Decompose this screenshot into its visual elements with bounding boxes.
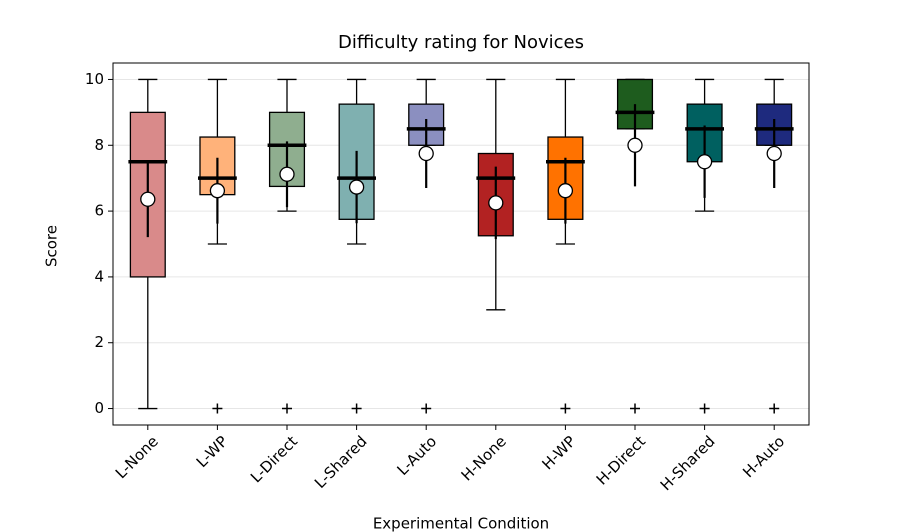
- flier: [421, 403, 432, 414]
- x-tick-label: H-Shared: [657, 432, 719, 494]
- flier: [699, 403, 710, 414]
- chart-title: Difficulty rating for Novices: [338, 32, 584, 53]
- flier: [769, 403, 780, 414]
- x-tick-label: L-Direct: [247, 432, 301, 486]
- mean-marker: [696, 154, 713, 170]
- x-tick-label: H-Direct: [593, 432, 649, 488]
- y-axis-label: Score: [43, 225, 61, 267]
- y-tick-label: 4: [94, 267, 104, 285]
- flier: [282, 403, 292, 414]
- y-tick-label: 0: [94, 399, 104, 417]
- x-tick-label: H-None: [458, 432, 510, 484]
- y-tick-label: 6: [94, 202, 104, 220]
- mean-marker: [418, 145, 434, 162]
- x-tick-label: L-None: [112, 432, 162, 482]
- y-tick-label: 10: [85, 70, 104, 88]
- mean-marker: [627, 137, 643, 153]
- flier: [560, 403, 571, 414]
- x-tick-label: L-Auto: [394, 432, 441, 479]
- mean-marker: [488, 195, 504, 211]
- y-tick-label: 8: [94, 136, 104, 154]
- flier: [212, 403, 223, 414]
- y-tick-label: 2: [94, 333, 104, 351]
- flier: [351, 403, 362, 414]
- x-axis-label: Experimental Condition: [373, 515, 549, 532]
- flier: [630, 403, 640, 414]
- x-tick-label: L-WP: [193, 432, 232, 471]
- mean-marker: [557, 183, 574, 199]
- mean-marker: [279, 166, 295, 182]
- x-tick-label: L-Shared: [311, 432, 371, 492]
- mean-marker: [209, 183, 226, 199]
- mean-marker: [348, 179, 365, 195]
- mean-marker: [140, 191, 156, 207]
- plot-frame: [112, 62, 810, 426]
- mean-marker: [766, 145, 782, 162]
- x-tick-label: H-Auto: [739, 432, 788, 481]
- x-tick-label: H-WP: [538, 432, 579, 473]
